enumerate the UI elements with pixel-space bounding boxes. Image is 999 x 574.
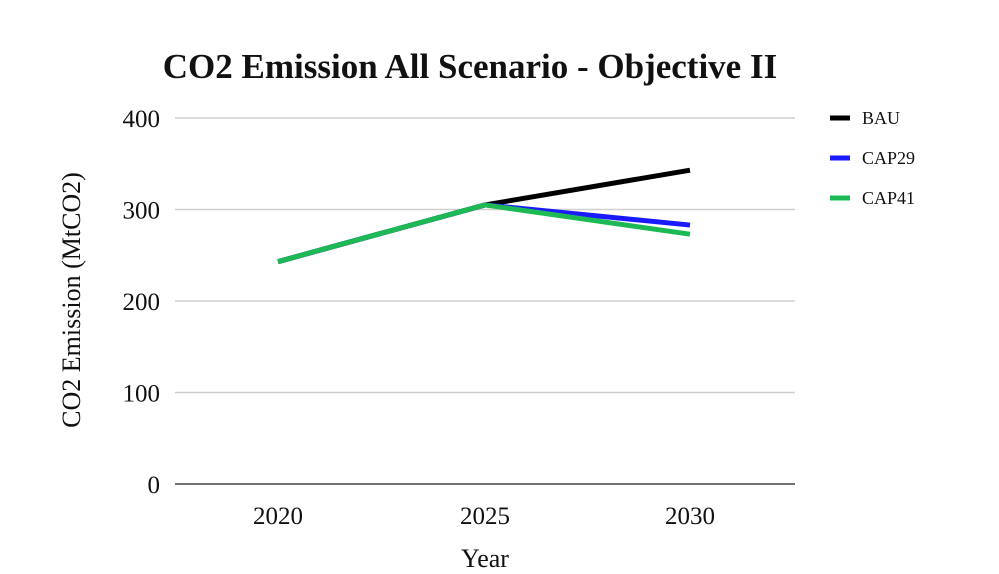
x-tick-label: 2030: [665, 503, 715, 530]
legend-label-cap29: CAP29: [862, 148, 915, 168]
y-tick-label: 400: [123, 106, 161, 133]
chart-title: CO2 Emission All Scenario - Objective II: [163, 47, 777, 86]
y-tick-label: 0: [148, 472, 161, 499]
y-tick-labels: 0 100 200 300 400: [123, 106, 161, 499]
legend-label-cap41: CAP41: [862, 188, 915, 208]
y-tick-label: 100: [123, 381, 161, 408]
legend-label-bau: BAU: [862, 108, 900, 128]
gridlines: [175, 117, 795, 485]
y-tick-label: 200: [123, 289, 161, 316]
series-lines: [277, 167, 691, 265]
series-line-cap41: [277, 202, 691, 265]
series-line-bau: [277, 167, 691, 265]
y-tick-label: 300: [123, 198, 161, 225]
y-axis-title: CO2 Emission (MtCO2): [57, 172, 86, 428]
x-tick-label: 2020: [253, 503, 303, 530]
legend: BAU CAP29 CAP41: [830, 108, 915, 208]
series-line-cap29: [277, 202, 691, 265]
x-tick-labels: 2020 2025 2030: [253, 503, 715, 530]
x-axis-title: Year: [461, 544, 509, 573]
x-tick-label: 2025: [460, 503, 510, 530]
